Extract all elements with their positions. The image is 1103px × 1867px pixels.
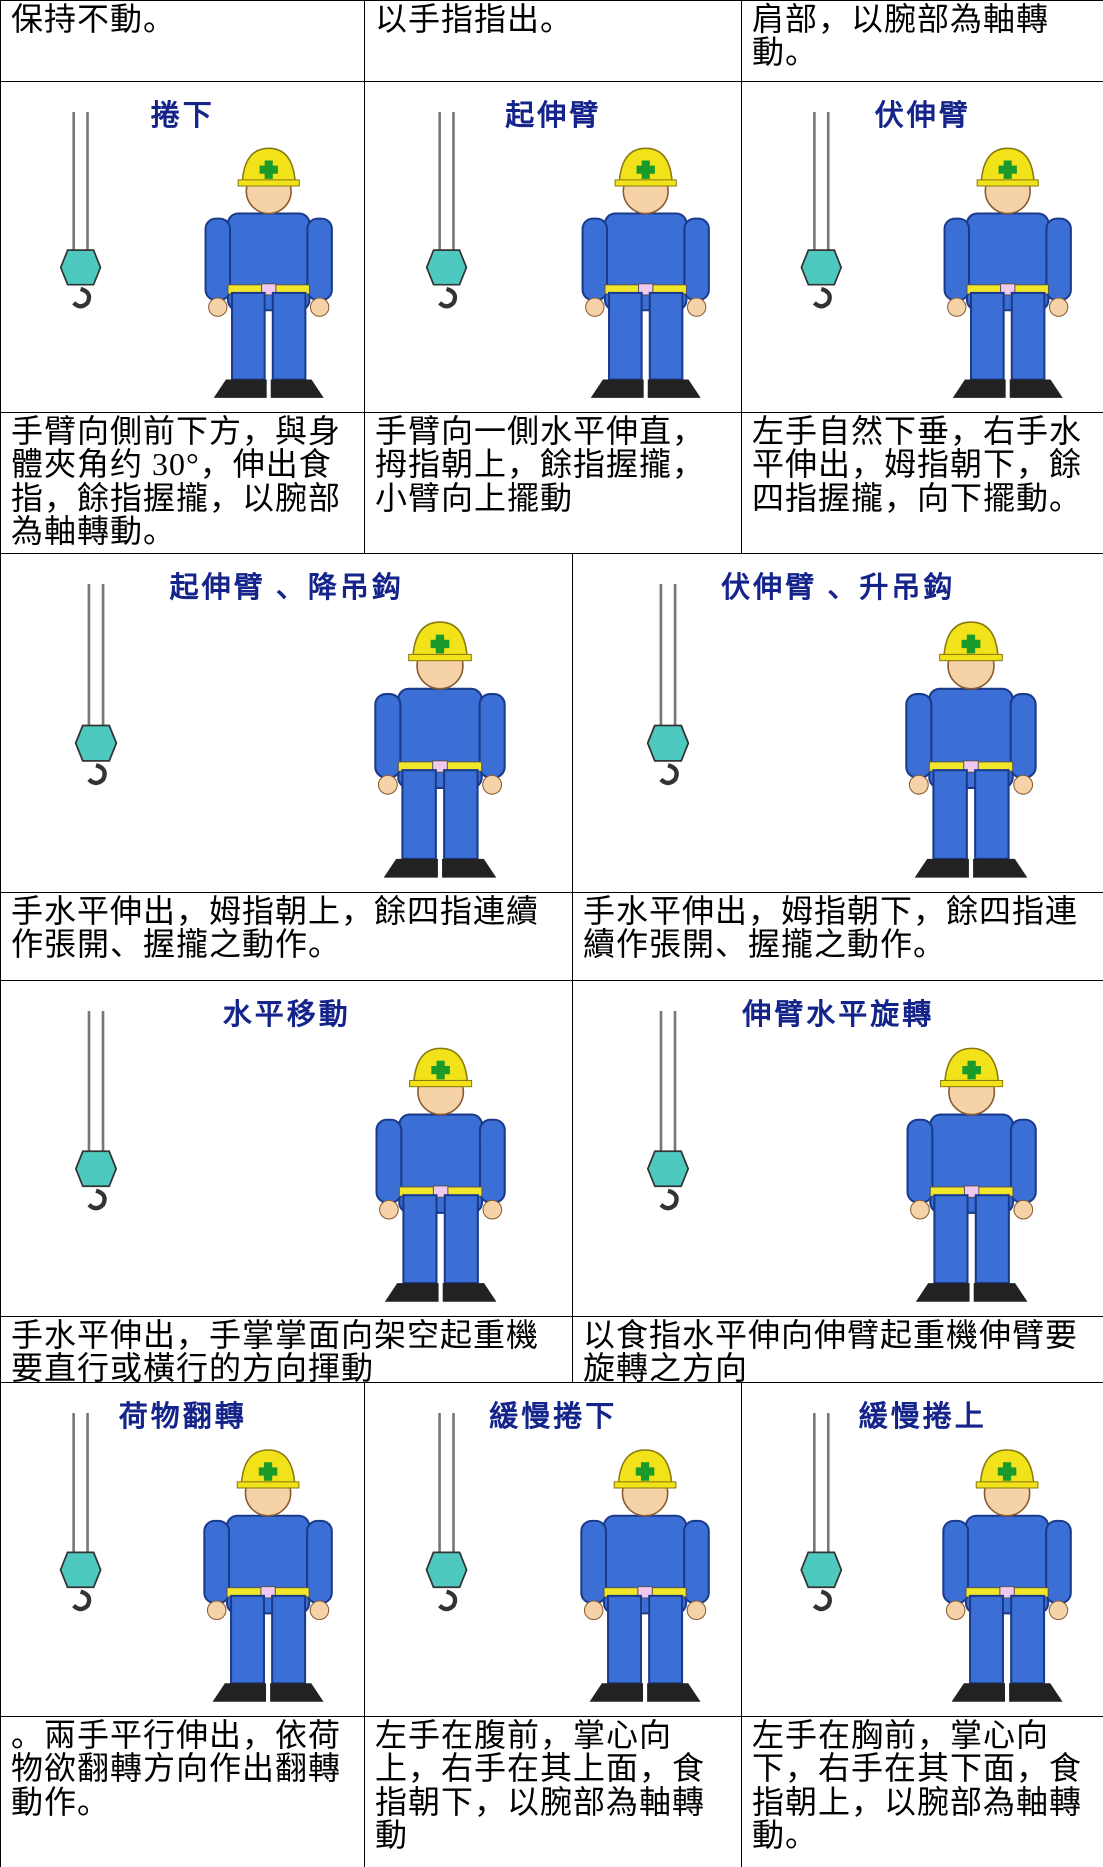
signal-title: 伏伸臂 、升吊鈎 [721,572,956,604]
signal-title: 緩慢捲下 [489,1401,618,1433]
image-cell: 伸臂水平旋轉 [572,980,1103,1318]
signal-title: 伸臂水平旋轉 [742,999,935,1031]
image-cell: 起伸臂 、降吊鈎 [0,553,574,894]
signal-title: 伏伸臂 [874,100,971,132]
text-cell: 手水平伸出，姆指朝下，餘四指連續作張開、握攏之動作。 [572,892,1103,982]
image-cell: 伏伸臂 、升吊鈎 [572,553,1103,894]
text-cell: 以手指指出。 [364,0,743,83]
image-cell: 緩慢捲下 [364,1382,743,1718]
text-cell: 保持不動。 [0,0,366,83]
image-cell: 起伸臂 [364,81,743,414]
text-cell: 肩部，以腕部為軸轉動。 [741,0,1103,83]
signal-title: 起伸臂 、降吊鈎 [169,572,404,604]
text-cell: 手臂向一側水平伸直，拇指朝上，餘指握攏，小臂向上擺動 [364,412,743,555]
text-cell: 。兩手平行伸出，依荷物欲翻轉方向作出翻轉動作。 [0,1716,366,1867]
text-cell: 手水平伸出，姆指朝上，餘四指連續作張開、握攏之動作。 [0,892,574,982]
text-cell: 以食指水平伸向伸臂起重機伸臂要旋轉之方向 [572,1316,1103,1384]
text-cell: 左手在腹前，掌心向上，右手在其上面，食指朝下，以腕部為軸轉動 [364,1716,743,1867]
signal-title: 水平移動 [222,999,351,1031]
image-cell: 捲下 [0,81,366,414]
text-cell: 左手自然下垂，右手水平伸出，姆指朝下，餘四指握攏，向下擺動。 [741,412,1103,555]
text-cell: 左手在胸前，掌心向下，右手在其下面，食指朝上，以腕部為軸轉動。 [741,1716,1103,1867]
text-cell: 手水平伸出，手掌掌面向架空起重機要直行或橫行的方向揮動 [0,1316,574,1384]
image-cell: 伏伸臂 [741,81,1103,414]
image-cell: 荷物翻轉 [0,1382,366,1718]
signal-title: 捲下 [150,100,215,132]
signal-title: 荷物翻轉 [118,1401,247,1433]
text-cell: 手臂向側前下方，與身體夾角约 30°，伸出食指，餘指握攏，以腕部為軸轉動。 [0,412,366,555]
signal-title: 緩慢捲上 [858,1401,987,1433]
signal-title: 起伸臂 [505,100,602,132]
image-cell: 水平移動 [0,980,574,1318]
image-cell: 緩慢捲上 [741,1382,1103,1718]
